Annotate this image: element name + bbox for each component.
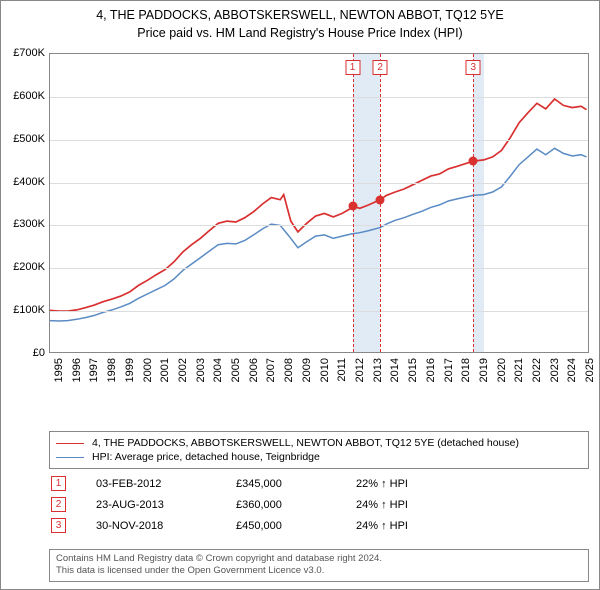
legend-swatch-property — [56, 443, 84, 444]
y-axis-label: £400K — [13, 176, 45, 188]
sales-date: 03-FEB-2012 — [96, 478, 236, 490]
footer-attribution: Contains HM Land Registry data © Crown c… — [49, 549, 589, 582]
chart-area: 123 £0£100K£200K£300K£400K£500K£600K£700… — [49, 53, 589, 423]
gridline — [50, 225, 588, 226]
x-axis-label: 2001 — [159, 358, 171, 382]
x-axis-label: 2015 — [407, 358, 419, 382]
x-axis-label: 1999 — [124, 358, 136, 382]
y-axis-label: £200K — [13, 261, 45, 273]
sales-table: 1 03-FEB-2012£345,00022% ↑ HPI 2 23-AUG-201… — [49, 473, 589, 536]
gridline — [50, 311, 588, 312]
sales-row: 1 03-FEB-2012£345,00022% ↑ HPI — [49, 473, 589, 494]
x-axis-label: 2011 — [336, 358, 348, 382]
x-axis-label: 2016 — [425, 358, 437, 382]
event-line — [473, 54, 474, 352]
x-axis-label: 2017 — [443, 358, 455, 382]
sales-price: £345,000 — [236, 478, 356, 490]
x-axis-label: 2003 — [195, 358, 207, 382]
line-series-svg — [50, 54, 590, 354]
y-axis-label: £0 — [33, 347, 45, 359]
x-axis-label: 2010 — [319, 358, 331, 382]
x-axis-label: 1995 — [53, 358, 65, 382]
event-marker-box: 3 — [466, 60, 481, 75]
y-axis-label: £600K — [13, 90, 45, 102]
legend-item-property: 4, THE PADDOCKS, ABBOTSKERSWELL, NEWTON … — [56, 436, 582, 450]
event-marker-box: 1 — [345, 60, 360, 75]
y-axis-label: £500K — [13, 133, 45, 145]
sales-marker: 3 — [51, 518, 66, 533]
legend-item-hpi: HPI: Average price, detached house, Teig… — [56, 450, 582, 464]
event-dot — [348, 202, 357, 211]
sales-row: 3 30-NOV-2018£450,00024% ↑ HPI — [49, 515, 589, 536]
legend-label-property: 4, THE PADDOCKS, ABBOTSKERSWELL, NEWTON … — [92, 437, 519, 449]
x-axis-label: 2012 — [354, 358, 366, 382]
legend-swatch-hpi — [56, 457, 84, 458]
x-axis-label: 2020 — [496, 358, 508, 382]
chart-container: 4, THE PADDOCKS, ABBOTSKERSWELL, NEWTON … — [0, 0, 600, 590]
y-axis-label: £300K — [13, 218, 45, 230]
title-block: 4, THE PADDOCKS, ABBOTSKERSWELL, NEWTON … — [1, 1, 599, 44]
x-axis-label: 1998 — [106, 358, 118, 382]
plot-region: 12 3 — [49, 53, 589, 353]
sales-diff: 24% ↑ HPI — [356, 499, 466, 511]
x-axis-label: 2006 — [248, 358, 260, 382]
sales-marker: 1 — [51, 476, 66, 491]
sales-price: £360,000 — [236, 499, 356, 511]
x-axis-label: 2008 — [283, 358, 295, 382]
sales-marker: 2 — [51, 497, 66, 512]
y-axis-label: £700K — [13, 47, 45, 59]
series-property — [50, 99, 587, 311]
sales-price: £450,000 — [236, 520, 356, 532]
event-dot — [376, 195, 385, 204]
x-axis-label: 2025 — [584, 358, 596, 382]
legend-box: 4, THE PADDOCKS, ABBOTSKERSWELL, NEWTON … — [49, 431, 589, 469]
x-axis-label: 2013 — [372, 358, 384, 382]
footer-line2: This data is licensed under the Open Gov… — [56, 565, 582, 577]
event-marker-box: 2 — [373, 60, 388, 75]
gridline — [50, 268, 588, 269]
series-hpi — [50, 148, 587, 321]
x-axis-label: 2022 — [531, 358, 543, 382]
x-axis-label: 2018 — [460, 358, 472, 382]
sales-date: 30-NOV-2018 — [96, 520, 236, 532]
sales-diff: 24% ↑ HPI — [356, 520, 466, 532]
x-axis-label: 1997 — [88, 358, 100, 382]
title-subtitle: Price paid vs. HM Land Registry's House … — [5, 25, 595, 43]
x-axis-label: 2014 — [389, 358, 401, 382]
event-dot — [469, 157, 478, 166]
x-axis-label: 2019 — [478, 358, 490, 382]
legend-label-hpi: HPI: Average price, detached house, Teig… — [92, 451, 320, 463]
x-axis-label: 1996 — [71, 358, 83, 382]
x-axis-label: 2005 — [230, 358, 242, 382]
y-axis-label: £100K — [13, 304, 45, 316]
gridline — [50, 183, 588, 184]
x-axis-label: 2009 — [301, 358, 313, 382]
sales-diff: 22% ↑ HPI — [356, 478, 466, 490]
x-axis-label: 2004 — [212, 358, 224, 382]
x-axis-label: 2007 — [265, 358, 277, 382]
x-axis-label: 2024 — [566, 358, 578, 382]
x-axis-label: 2021 — [513, 358, 525, 382]
x-axis-label: 2002 — [177, 358, 189, 382]
footer-line1: Contains HM Land Registry data © Crown c… — [56, 553, 582, 565]
gridline — [50, 97, 588, 98]
sales-date: 23-AUG-2013 — [96, 499, 236, 511]
x-axis-label: 2000 — [142, 358, 154, 382]
title-address: 4, THE PADDOCKS, ABBOTSKERSWELL, NEWTON … — [5, 7, 595, 25]
x-axis-label: 2023 — [549, 358, 561, 382]
sales-row: 2 23-AUG-2013£360,00024% ↑ HPI — [49, 494, 589, 515]
gridline — [50, 140, 588, 141]
